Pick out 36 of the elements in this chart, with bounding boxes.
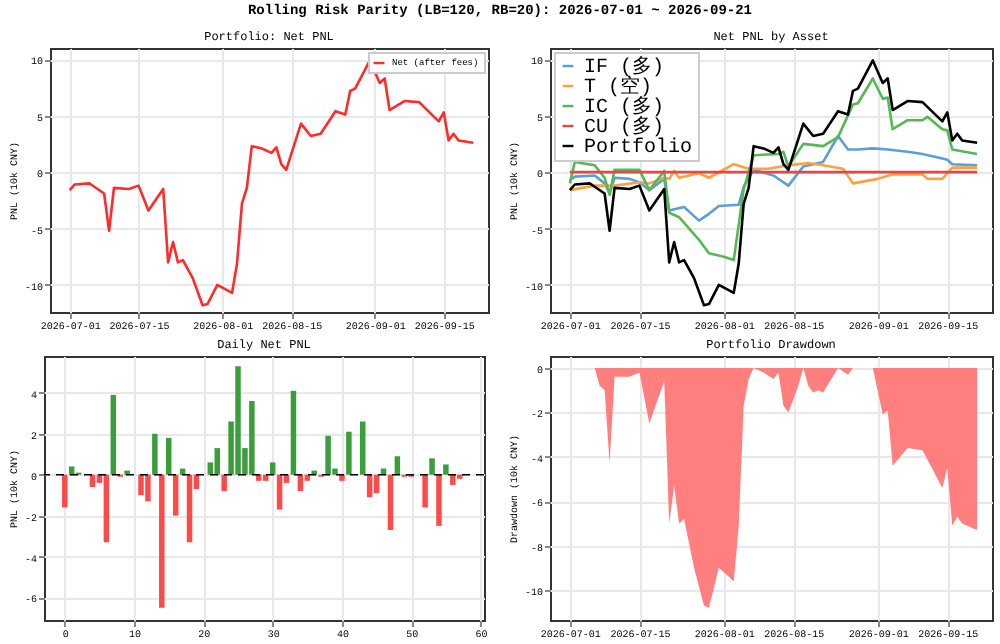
- bar: [325, 435, 331, 475]
- legend-label: Portfolio: [584, 136, 693, 160]
- bar: [422, 474, 428, 508]
- bar: [235, 366, 241, 475]
- bar: [159, 474, 165, 608]
- bar: [450, 474, 456, 485]
- line-series: [68, 59, 475, 307]
- bar: [214, 448, 220, 475]
- bar: [269, 462, 276, 475]
- bar: [443, 464, 449, 475]
- bar: [103, 474, 110, 543]
- bar: [339, 474, 345, 481]
- bar: [290, 390, 297, 475]
- bar: [152, 433, 158, 475]
- bar: [165, 437, 172, 475]
- line-series: [568, 134, 979, 222]
- bar: [359, 421, 366, 475]
- bar: [110, 394, 117, 475]
- line-series: [568, 77, 979, 262]
- bar: [256, 474, 262, 481]
- bar: [145, 474, 151, 502]
- bar: [172, 474, 179, 516]
- bar: [387, 474, 394, 530]
- legend-label: IF (多): [584, 54, 665, 80]
- legend-label: CU (多): [584, 114, 665, 140]
- bar: [62, 474, 68, 508]
- bar: [138, 474, 144, 496]
- bar: [89, 474, 96, 487]
- bar: [346, 431, 352, 475]
- bar: [429, 458, 435, 475]
- line-series: [568, 161, 979, 192]
- bar: [221, 474, 227, 492]
- bar: [249, 401, 255, 475]
- bar: [436, 474, 442, 526]
- line-series: [568, 59, 979, 307]
- bar: [186, 474, 193, 543]
